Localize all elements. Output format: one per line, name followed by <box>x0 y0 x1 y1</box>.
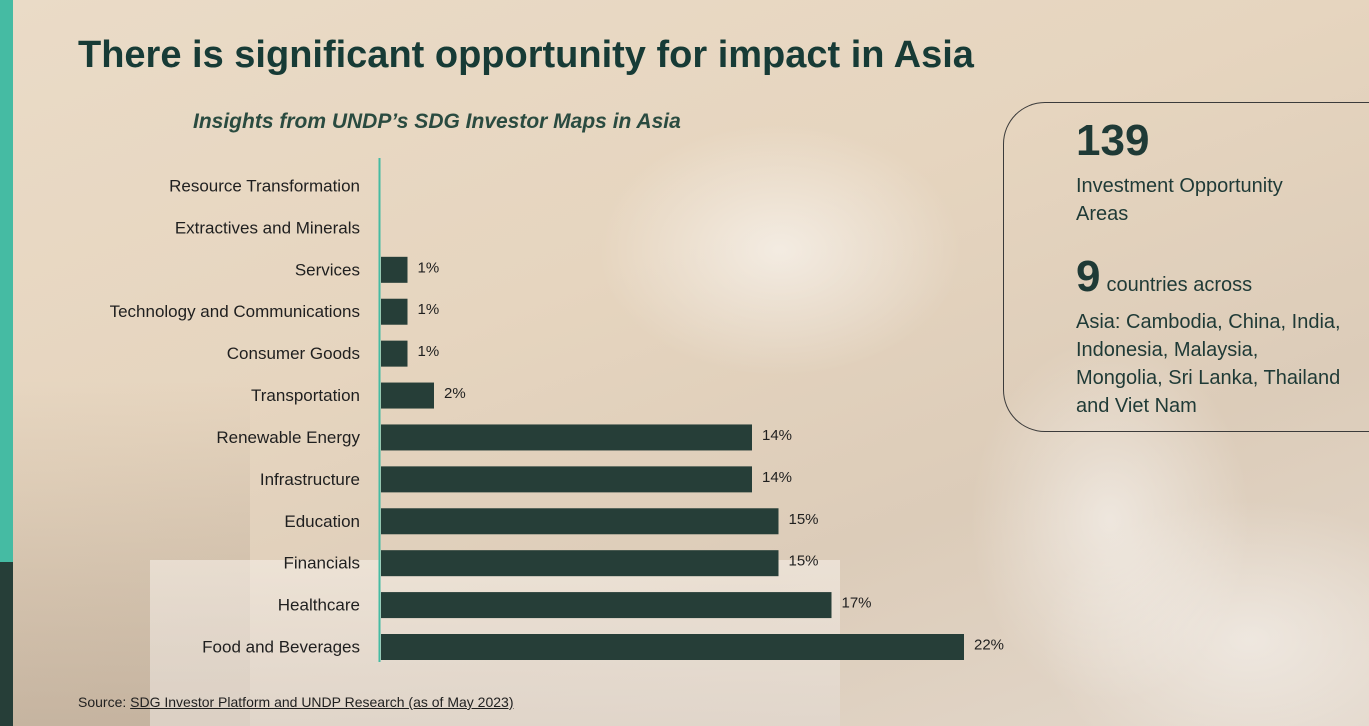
category-label: Extractives and Minerals <box>175 218 360 237</box>
bar <box>381 634 964 660</box>
page-title: There is significant opportunity for imp… <box>78 34 974 76</box>
source-note: Source: SDG Investor Platform and UNDP R… <box>78 694 513 710</box>
category-label: Healthcare <box>278 596 360 615</box>
category-label: Technology and Communications <box>110 302 360 321</box>
stats-card <box>1003 102 1369 432</box>
bar <box>381 508 779 535</box>
bar <box>381 382 434 409</box>
bar <box>381 256 408 283</box>
source-prefix: Source: <box>78 694 127 710</box>
chart-subtitle: Insights from UNDP’s SDG Investor Maps i… <box>193 110 681 133</box>
category-label: Consumer Goods <box>227 344 360 363</box>
bar <box>381 466 752 493</box>
source-link[interactable]: SDG Investor Platform and UNDP Research … <box>130 694 514 710</box>
stat-label-investment-areas: Investment Opportunity Areas <box>1076 175 1283 225</box>
category-label: Transportation <box>251 386 360 405</box>
category-label: Education <box>284 512 360 531</box>
value-label: 17% <box>842 595 872 612</box>
value-label: 15% <box>789 511 819 528</box>
bar <box>381 298 408 325</box>
category-label: Food and Beverages <box>202 638 360 657</box>
stat-number-countries: 9 <box>1076 252 1101 301</box>
value-label: 14% <box>762 427 792 444</box>
category-label: Resource Transformation <box>169 177 360 196</box>
bar <box>381 592 832 619</box>
value-label: 2% <box>444 385 466 402</box>
bar <box>381 550 779 577</box>
bar <box>381 340 408 367</box>
accent-bar-teal <box>0 0 13 562</box>
stat-countries-inline: countries across <box>1106 274 1253 296</box>
value-label: 15% <box>789 553 819 570</box>
stat-number-investment-areas: 139 <box>1076 116 1150 165</box>
bar <box>381 424 752 451</box>
value-label: 22% <box>974 637 1004 654</box>
stat-countries-list: Asia: Cambodia, China, India, Indonesia,… <box>1076 311 1341 417</box>
value-label: 1% <box>418 259 440 276</box>
value-label: 1% <box>418 343 440 360</box>
stat-countries-line: 9 countries across <box>1076 252 1252 302</box>
category-label: Services <box>295 260 360 279</box>
category-label: Renewable Energy <box>216 428 360 447</box>
accent-bar-dark <box>0 562 13 726</box>
value-label: 1% <box>418 301 440 318</box>
category-label: Financials <box>283 554 360 573</box>
value-label: 14% <box>762 469 792 486</box>
category-label: Infrastructure <box>260 470 360 489</box>
